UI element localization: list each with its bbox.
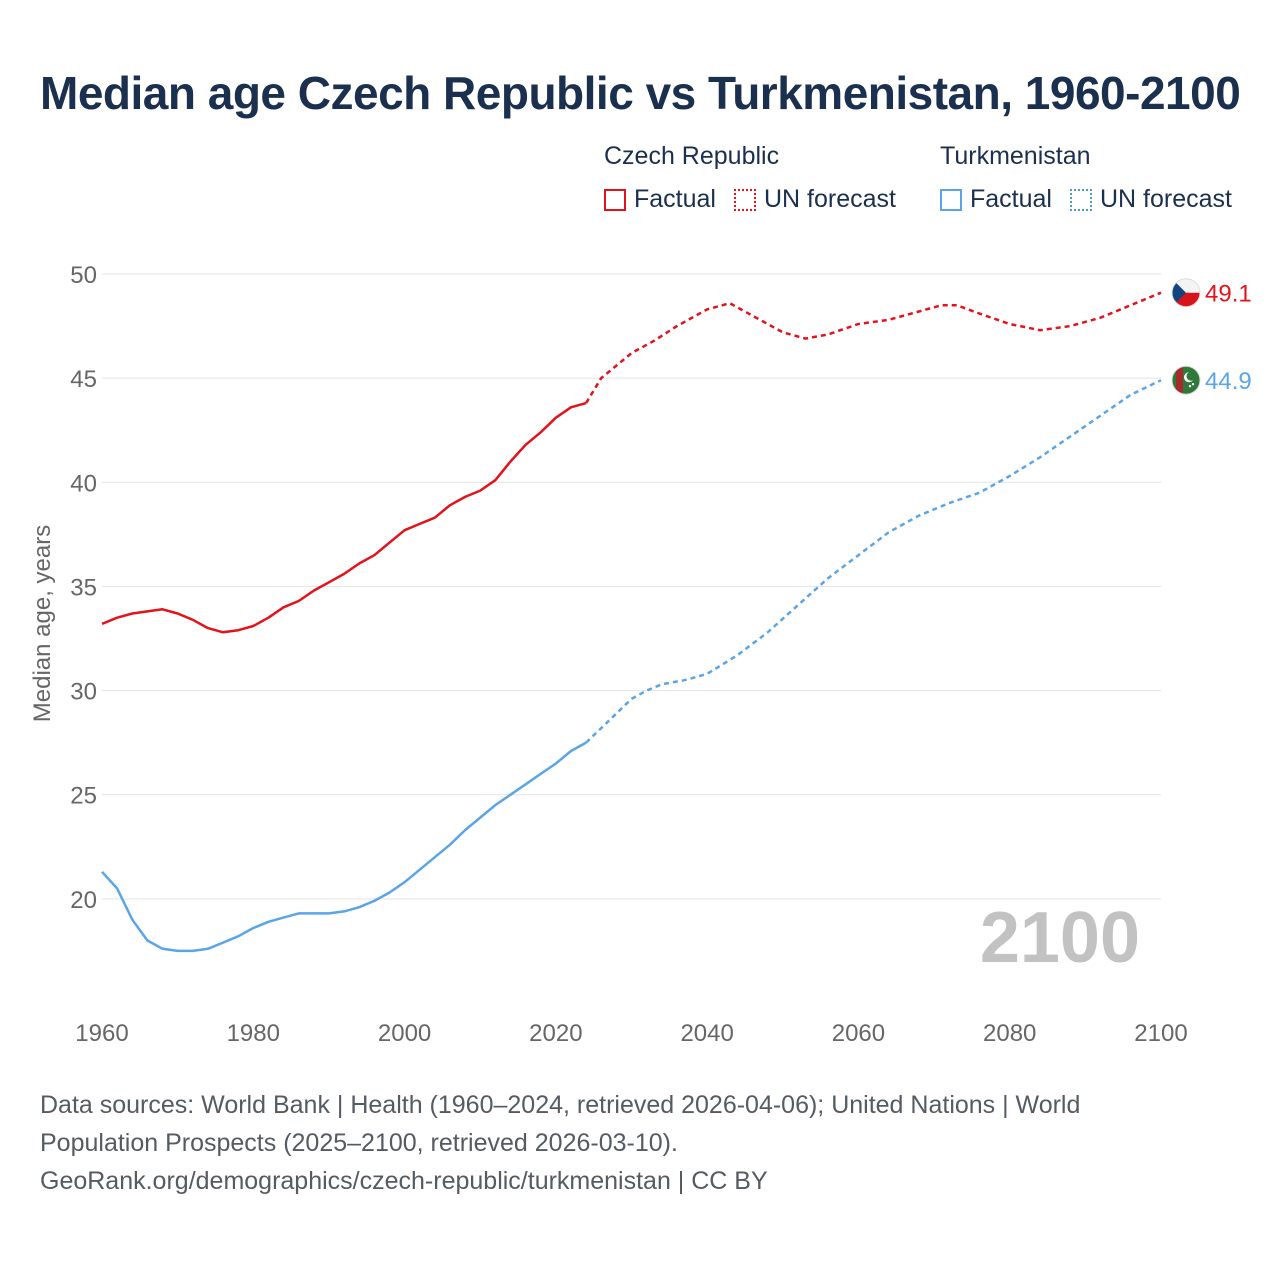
forecast-swatch-turkmenistan — [1069, 188, 1092, 211]
factual-swatch-turkmenistan — [940, 188, 962, 211]
source-line-2[interactable]: GeoRank.org/demographics/czech-republic/… — [40, 1167, 768, 1195]
year-watermark: 2100 — [980, 898, 1140, 978]
source-line-1: Data sources: World Bank | Health (1960–… — [40, 1091, 1081, 1157]
series-line-czech-forecast[interactable] — [585, 291, 1162, 404]
series-line-turkmenistan-forecast[interactable] — [585, 379, 1162, 744]
x-tick-label: 2020 — [529, 1020, 582, 1047]
y-tick-label: 25 — [70, 783, 97, 810]
forecast-swatch-czech — [733, 188, 756, 211]
factual-swatch-czech — [604, 188, 626, 211]
czech-flag-icon — [1172, 278, 1200, 307]
y-tick-label: 50 — [70, 262, 97, 289]
source-note: Data sources: World Bank | Health (1960–… — [40, 1086, 1200, 1200]
y-tick-label: 45 — [70, 366, 97, 393]
end-value-label: 49.1 — [1205, 281, 1252, 308]
legend-forecast-turkmenistan[interactable]: UN forecast — [1099, 185, 1232, 213]
series-line-czech-factual[interactable] — [101, 401, 587, 634]
x-tick-label: 1960 — [75, 1020, 128, 1047]
x-tick-label: 1980 — [227, 1020, 280, 1047]
y-tick-label: 20 — [70, 887, 97, 914]
x-tick-label: 2040 — [680, 1020, 733, 1047]
x-tick-label: 2060 — [832, 1020, 885, 1047]
legend-factual-turkmenistan[interactable]: Factual — [970, 185, 1052, 213]
legend-turkmenistan: Turkmenistan Factual UN forecast — [940, 142, 1232, 214]
legend-group-turkmenistan: Turkmenistan — [940, 142, 1091, 170]
legend-factual-czech[interactable]: Factual — [634, 185, 716, 213]
turkmenistan-flag-icon — [1172, 366, 1200, 395]
y-axis-label: Median age, years — [29, 525, 56, 722]
legend-czech: Czech Republic Factual UN forecast — [604, 142, 914, 214]
series-line-turkmenistan-factual[interactable] — [101, 741, 587, 953]
end-value-label: 44.9 — [1205, 368, 1252, 395]
x-tick-label: 2000 — [378, 1020, 431, 1047]
x-tick-label: 2100 — [1134, 1020, 1187, 1047]
legend-group-czech: Czech Republic — [604, 142, 780, 170]
x-tick-label: 2080 — [983, 1020, 1036, 1047]
page-title: Median age Czech Republic vs Turkmenista… — [40, 67, 1241, 119]
y-tick-label: 40 — [70, 470, 97, 497]
y-tick-label: 30 — [70, 679, 97, 706]
legend-forecast-czech[interactable]: UN forecast — [763, 185, 896, 213]
y-tick-label: 35 — [70, 574, 97, 601]
